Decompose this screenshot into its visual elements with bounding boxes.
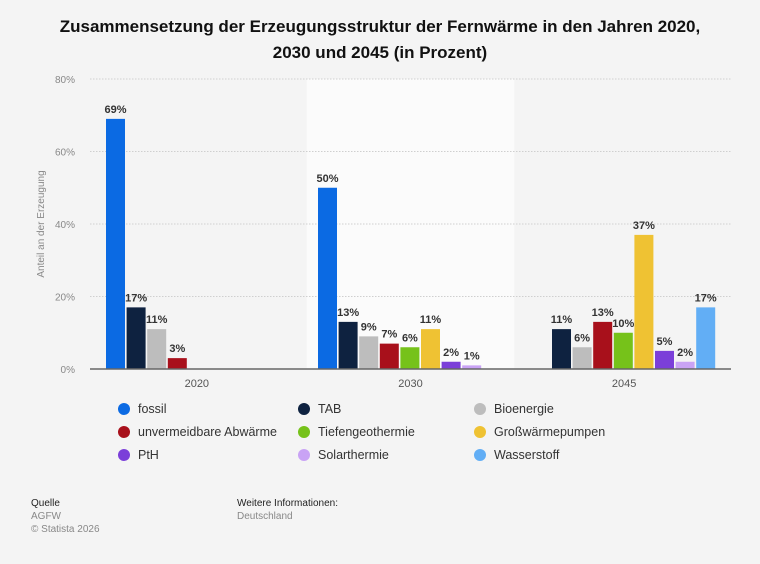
bar-2020-fossil[interactable] — [106, 118, 125, 369]
category-highlight-band — [306, 79, 515, 369]
bar-2045-pth[interactable] — [655, 350, 674, 369]
bar-2045-bioenergie[interactable] — [572, 347, 592, 369]
legend-item[interactable]: Tiefengeothermie — [298, 425, 415, 439]
bar-2045-wasserstoff[interactable] — [696, 307, 716, 369]
value-label: 6% — [574, 332, 590, 344]
bar-2030-unvermeidbare-abwärme[interactable] — [379, 343, 399, 369]
chart-title: Zusammensetzung der Erzeugungsstruktur d… — [0, 14, 760, 66]
bar-2030-pth[interactable] — [441, 361, 461, 369]
source-heading: Quelle — [31, 498, 60, 509]
value-label: 11% — [420, 314, 442, 326]
legend-marker-icon — [298, 403, 310, 415]
legend-marker-icon — [474, 426, 486, 438]
value-label: 9% — [361, 321, 377, 333]
y-tick-label: 20% — [55, 293, 75, 304]
value-label: 1% — [464, 350, 480, 362]
bar-2030-tab[interactable] — [338, 321, 358, 369]
bar-2045-solarthermie[interactable] — [675, 361, 695, 369]
legend-label: fossil — [138, 402, 167, 416]
legend-label: unvermeidbare Abwärme — [138, 425, 277, 439]
legend-item[interactable]: Solarthermie — [298, 448, 389, 462]
legend-item[interactable]: unvermeidbare Abwärme — [118, 425, 277, 439]
bar-2020-unvermeidbare-abwärme[interactable] — [167, 358, 187, 369]
legend-item[interactable]: fossil — [118, 402, 166, 416]
value-label: 13% — [592, 307, 614, 319]
legend-marker-icon — [474, 449, 486, 461]
bar-2030-bioenergie[interactable] — [359, 336, 379, 369]
legend-marker-icon — [298, 449, 310, 461]
value-label: 5% — [657, 336, 673, 348]
value-label: 3% — [169, 343, 185, 355]
legend-item[interactable]: TAB — [298, 402, 341, 416]
legend-marker-icon — [298, 426, 310, 438]
gridlines — [90, 78, 731, 297]
x-tick-label: 2020 — [185, 378, 209, 390]
copyright: © Statista 2026 — [31, 524, 100, 535]
value-label: 17% — [125, 292, 147, 304]
legend-item[interactable]: Bioenergie — [474, 402, 554, 416]
info-block: Weitere Informationen: Deutschland — [237, 497, 338, 523]
value-label: 11% — [146, 314, 168, 326]
legend-label: Wasserstoff — [494, 448, 560, 462]
legend-marker-icon — [474, 403, 486, 415]
value-label: 37% — [633, 220, 655, 232]
x-tick-label: 2030 — [398, 378, 422, 390]
y-tick-label: 0% — [61, 365, 76, 376]
legend-item[interactable]: Großwärmepumpen — [474, 425, 605, 439]
legend-item[interactable]: PtH — [118, 448, 159, 462]
legend-marker-icon — [118, 403, 130, 415]
x-tick-label: 2045 — [612, 378, 636, 390]
bar-2020-bioenergie[interactable] — [147, 329, 167, 369]
bar-2045-unvermeidbare-abwärme[interactable] — [593, 321, 613, 369]
x-axis-ticks: 2020 2030 2045 — [185, 378, 637, 390]
chart-title-line-1: Zusammensetzung der Erzeugungsstruktur d… — [59, 17, 701, 36]
bar-2045-großwärmepumpen[interactable] — [634, 234, 654, 369]
y-axis-label: Anteil an der Erzeugung — [36, 170, 47, 277]
value-label: 10% — [612, 318, 634, 330]
legend-marker-icon — [118, 449, 130, 461]
y-tick-label: 80% — [55, 75, 75, 86]
value-label: 17% — [695, 292, 717, 304]
legend-marker-icon — [118, 426, 130, 438]
chart-title-line-2: 2030 und 2045 (in Prozent) — [272, 43, 488, 62]
source-block: Quelle AGFW © Statista 2026 — [31, 497, 100, 536]
legend-label: TAB — [318, 402, 342, 416]
legend-label: Tiefengeothermie — [318, 425, 415, 439]
value-label: 11% — [551, 314, 573, 326]
y-axis-ticks: 0% 20% 40% 60% 80% — [55, 75, 75, 376]
source-name: AGFW — [31, 511, 61, 522]
bar-2030-solarthermie[interactable] — [462, 365, 482, 369]
legend-label: Bioenergie — [494, 402, 554, 416]
value-label: 69% — [104, 104, 126, 116]
legend-item[interactable]: Wasserstoff — [474, 448, 559, 462]
value-label: 2% — [443, 347, 459, 359]
info-heading: Weitere Informationen: — [237, 498, 338, 509]
bar-2045-tab[interactable] — [552, 329, 571, 369]
legend-label: Solarthermie — [318, 448, 389, 462]
bar-2045-tiefengeothermie[interactable] — [613, 332, 633, 369]
bar-2020-tab[interactable] — [126, 307, 146, 369]
bars — [106, 118, 716, 369]
value-label: 50% — [316, 173, 338, 185]
value-labels: 69%17%11%3%50%13%9%7% 6%11%2% 1%11%6%13%10… — [104, 104, 716, 363]
value-label: 13% — [337, 307, 359, 319]
y-tick-label: 60% — [55, 148, 75, 159]
legend-label: PtH — [138, 448, 159, 462]
value-label: 2% — [677, 347, 693, 359]
value-label: 6% — [402, 332, 418, 344]
info-value: Deutschland — [237, 511, 293, 522]
legend-label: Großwärmepumpen — [494, 425, 606, 439]
bar-2030-großwärmepumpen[interactable] — [421, 329, 440, 369]
bar-2030-fossil[interactable] — [318, 187, 337, 369]
y-tick-label: 40% — [55, 220, 75, 231]
bar-2030-tiefengeothermie[interactable] — [400, 347, 420, 369]
value-label: 7% — [381, 329, 397, 341]
bar-chart: 0% 20% 40% 60% 80% Anteil an der Erzeugung 6… — [36, 75, 731, 390]
